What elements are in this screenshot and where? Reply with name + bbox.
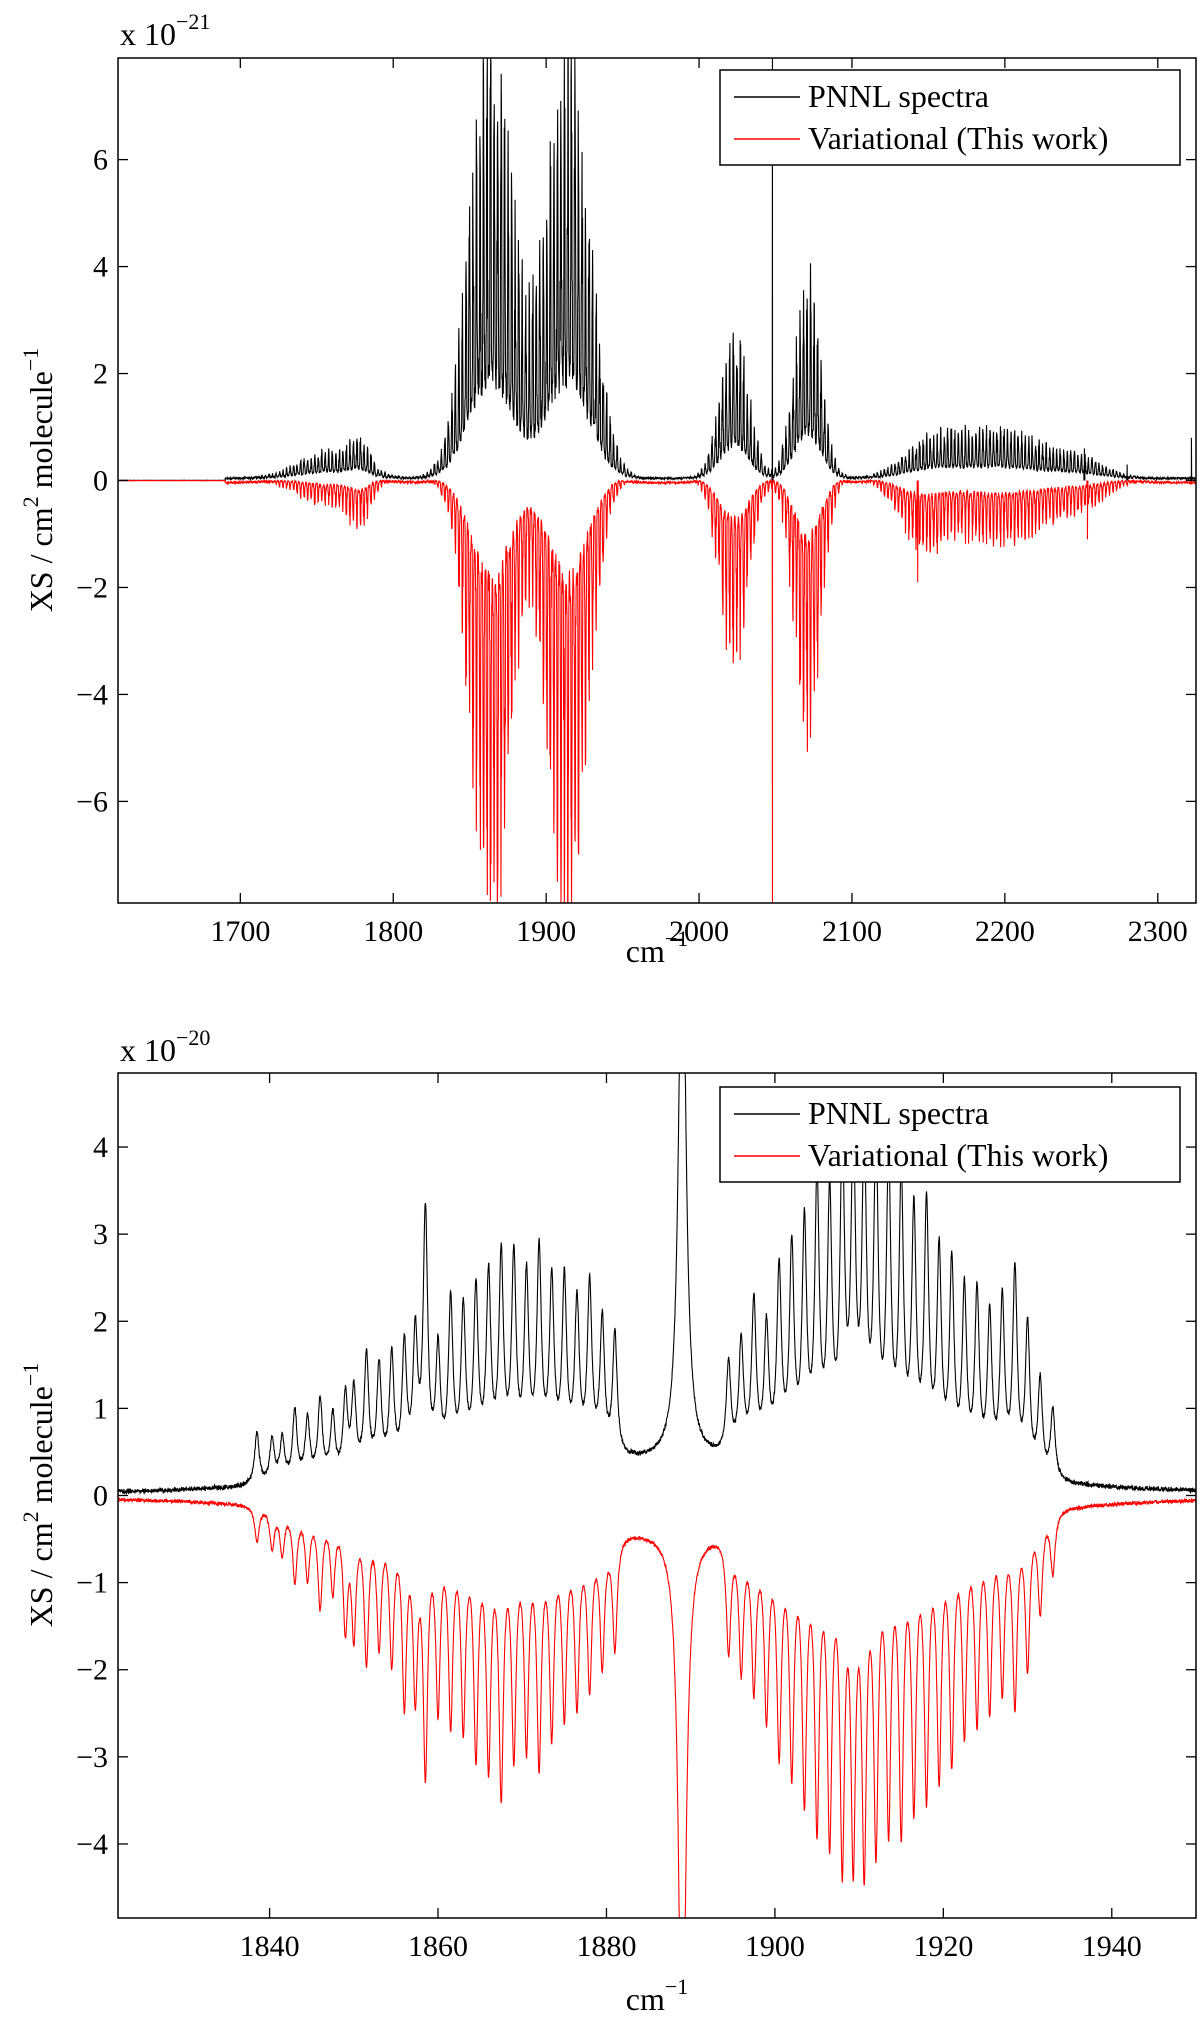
top-ticks: 1700 1800 1900 2000 2100 2200 2300 −6 −4 −2 0 2 4 6 (76, 58, 1196, 948)
top-x-tick-label: 2300 (1128, 915, 1188, 948)
top-series-variational-line (118, 478, 1196, 903)
top-multiplier: x 10−21 (120, 9, 210, 52)
top-x-tick-label: 2200 (975, 915, 1035, 948)
bottom-y-tick-label: 1 (93, 1392, 108, 1425)
bottom-plot-area (118, 1073, 1196, 1918)
bottom-y-tick-label: 0 (93, 1480, 108, 1513)
top-panel: 1700 1800 1900 2000 2100 2200 2300 −6 −4 −2 0 2 4 6 x… (18, 9, 1197, 969)
bottom-series-pnnl-line (118, 1073, 1196, 1496)
top-y-axis-label: XS / cm2 molecule−1 (18, 348, 59, 613)
bottom-multiplier: x 10−20 (120, 1025, 210, 1068)
top-y-tick-label: 4 (93, 251, 108, 284)
bottom-y-tick-label: 2 (93, 1305, 108, 1338)
top-x-tick-label: 2100 (822, 915, 882, 948)
bottom-x-axis-label: cm−1 (626, 1974, 689, 2017)
bottom-x-tick-label: 1840 (240, 1930, 300, 1963)
bottom-legend-pnnl-label: PNNL spectra (808, 1095, 989, 1131)
bottom-y-tick-label: 4 (93, 1131, 108, 1164)
top-x-tick-label: 2000 (669, 915, 729, 948)
bottom-x-tick-label: 1920 (913, 1930, 973, 1963)
top-y-tick-label: −4 (76, 678, 108, 711)
top-x-tick-label: 1800 (363, 915, 423, 948)
top-y-tick-label: −2 (76, 571, 108, 604)
bottom-x-tick-label: 1940 (1082, 1930, 1142, 1963)
bottom-y-tick-label: −2 (76, 1654, 108, 1687)
top-series-pnnl-line (118, 58, 1196, 482)
top-legend-box (719, 69, 1181, 166)
top-x-tick-label: 1900 (516, 915, 576, 948)
top-plot-area (118, 58, 1196, 903)
bottom-legend-variational-label: Variational (This work) (808, 1137, 1108, 1173)
bottom-y-tick-label: −3 (76, 1741, 108, 1774)
bottom-x-tick-label: 1860 (408, 1930, 468, 1963)
top-y-tick-label: −6 (76, 785, 108, 818)
bottom-series-variational-line (118, 1497, 1196, 1918)
bottom-panel: 1840 1860 1880 1900 1920 1940 −4 −3 −2 −1 0 1 2 3 4 x … (18, 1025, 1197, 2017)
top-x-tick-label: 1700 (210, 915, 270, 948)
top-legend-variational-label: Variational (This work) (808, 120, 1108, 156)
bottom-y-tick-label: −1 (76, 1567, 108, 1600)
bottom-ticks: 1840 1860 1880 1900 1920 1940 −4 −3 −2 −1 0 1 2 3 4 (76, 1073, 1196, 1963)
top-y-tick-label: 0 (93, 465, 108, 498)
bottom-y-tick-label: −4 (76, 1828, 108, 1861)
bottom-y-tick-label: 3 (93, 1218, 108, 1251)
top-y-tick-label: 2 (93, 358, 108, 391)
top-x-axis-label: cm−1 (626, 926, 689, 969)
top-legend-pnnl-label: PNNL spectra (808, 78, 989, 114)
bottom-legend: PNNL spectra Variational (This work) (719, 1086, 1181, 1183)
bottom-legend-box (719, 1086, 1181, 1183)
bottom-x-tick-label: 1880 (576, 1930, 636, 1963)
top-legend: PNNL spectra Variational (This work) (719, 69, 1181, 166)
bottom-x-tick-label: 1900 (745, 1930, 805, 1963)
bottom-y-axis-label: XS / cm2 molecule−1 (18, 1363, 59, 1628)
top-y-tick-label: 6 (93, 144, 108, 177)
